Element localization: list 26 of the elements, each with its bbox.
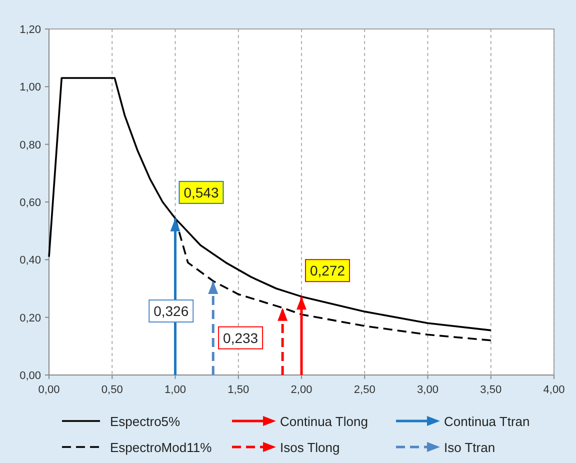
annotation: 0,272 [310, 262, 346, 279]
legend-label: Continua Tlong [280, 414, 368, 429]
x-tick-label: 0,00 [38, 384, 60, 396]
annotation: 0,233 [223, 330, 258, 346]
x-tick-label: 1,50 [228, 384, 250, 396]
legend-label: Espectro5% [110, 414, 181, 429]
y-tick-label: 0,40 [20, 254, 41, 267]
y-tick-label: 1,20 [20, 24, 41, 36]
y-tick-label: 0,00 [20, 370, 41, 382]
x-tick-label: 4,00 [543, 384, 565, 396]
legend-label: Isos Tlong [280, 440, 340, 455]
x-tick-label: 3,00 [417, 384, 438, 396]
annotation: 0,543 [184, 184, 219, 200]
x-tick-label: 3,50 [480, 384, 502, 396]
x-tick-label: 0,50 [101, 384, 123, 396]
legend-label: Iso Ttran [444, 440, 496, 455]
y-tick-label: 0,60 [20, 197, 41, 209]
x-tick-label: 2,50 [354, 384, 376, 396]
x-tick-label: 2,00 [290, 384, 312, 396]
annotation: 0,326 [154, 303, 189, 320]
y-tick-label: 0,20 [20, 312, 41, 324]
y-tick-label: 1,00 [20, 82, 41, 94]
legend-label: Continua Ttran [444, 414, 530, 429]
y-tick-label: 0,80 [20, 139, 41, 152]
legend-label: EspectroMod11% [110, 440, 212, 455]
x-tick-label: 1,00 [164, 384, 186, 396]
